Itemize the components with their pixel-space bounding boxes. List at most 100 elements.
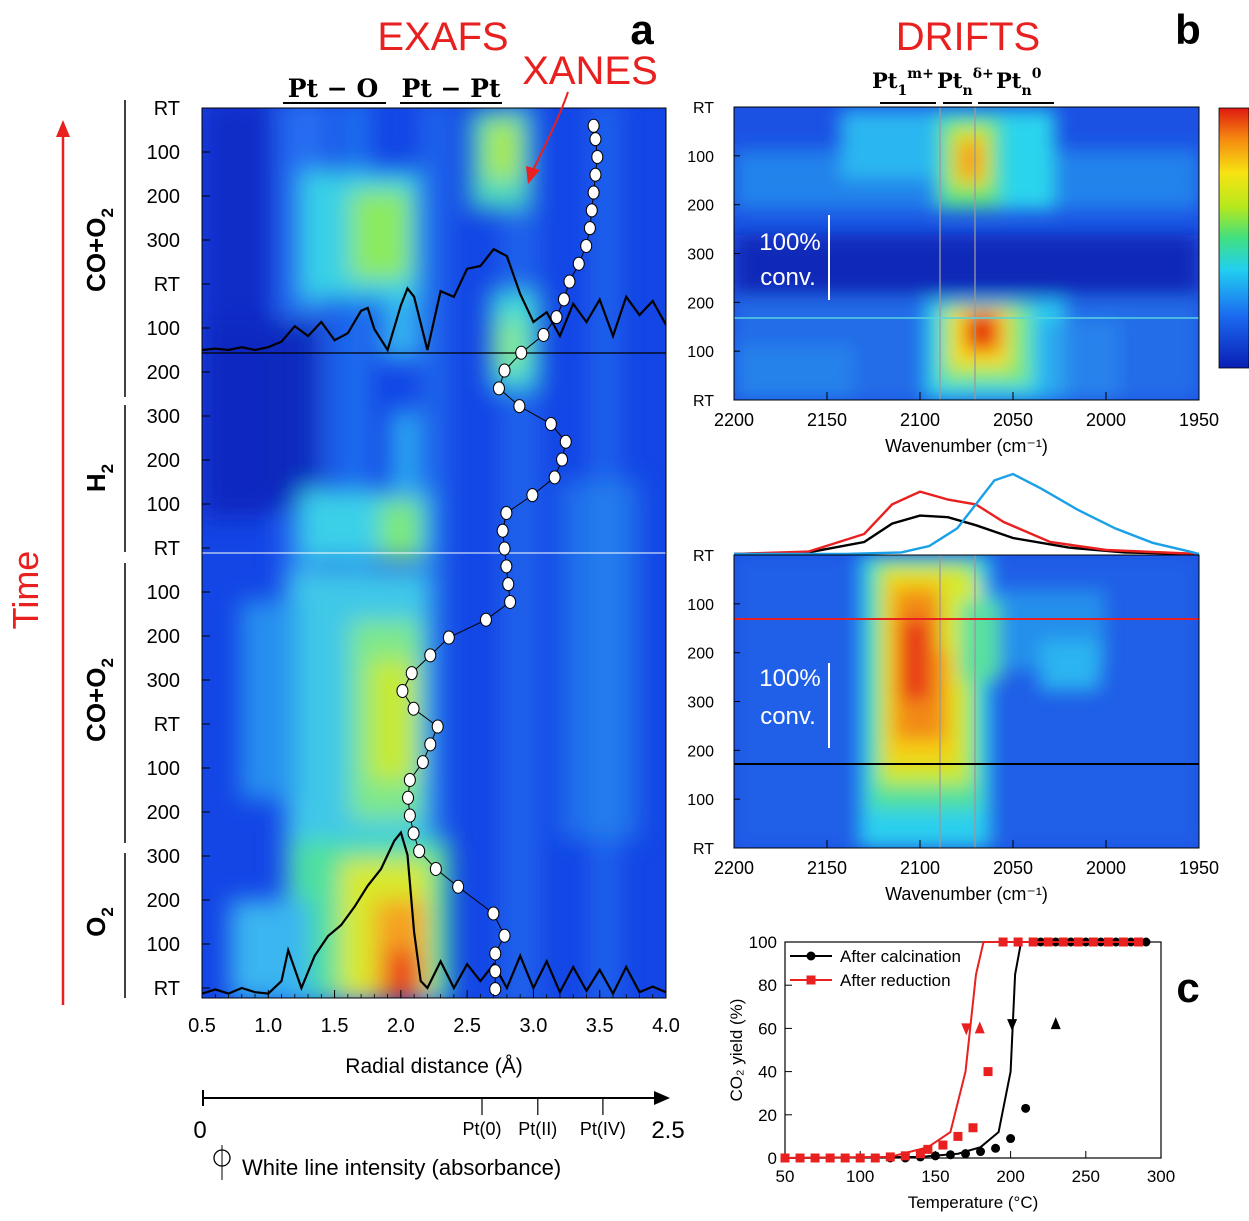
white-line-point: [583, 221, 596, 236]
time-tick-label: 300: [147, 670, 180, 692]
white-line-point: [403, 772, 416, 787]
heading-xanes: XANES: [522, 49, 658, 93]
stage-co-o2-top: CO+O2: [81, 208, 117, 292]
white-line-point: [537, 327, 550, 342]
white-line-point: [504, 594, 517, 609]
panel-b-top-heatmap: 100% conv.: [733, 106, 1200, 401]
time-tick-label: 200: [147, 890, 180, 912]
y-tick-label: 20: [758, 1106, 777, 1125]
series-point: [938, 1140, 948, 1150]
white-line-point: [402, 790, 415, 805]
xanes-mark-label: Pt(IV): [580, 1119, 626, 1139]
time-tick-label: 300: [687, 695, 714, 712]
white-line-point: [442, 630, 455, 645]
panel-b-spectra: [733, 472, 1200, 556]
series-point: [780, 1153, 790, 1163]
x-tick-label: 4.0: [652, 1015, 680, 1037]
stage-o2: O2: [81, 907, 117, 937]
b-top-annotation-1: 100%: [759, 229, 820, 256]
x-tick-label: 1.5: [321, 1015, 349, 1037]
series-point: [1021, 1103, 1031, 1113]
xanes-arrow: [526, 91, 569, 184]
white-line-point: [500, 505, 513, 520]
series-point: [900, 1151, 910, 1161]
time-tick-label: 200: [147, 450, 180, 472]
series-line: [784, 941, 1139, 1159]
series-point: [1043, 937, 1053, 947]
series-point: [885, 1152, 895, 1162]
time-tick-label: 300: [147, 230, 180, 252]
white-line-point: [544, 416, 557, 431]
time-tick-label: 300: [147, 406, 180, 428]
x-axis-label: Wavenumber (cm⁻¹): [885, 884, 1048, 904]
x-tick-label: 2050: [993, 858, 1033, 878]
x-tick-label: 100: [846, 1167, 874, 1186]
white-line-point: [431, 719, 444, 734]
time-tick-label: 300: [687, 247, 714, 264]
panel-b-top-axes: 2200 2150 2100 2050 2000 1950 Wavenumber (cm⁻¹…: [687, 100, 1219, 456]
white-line-point: [416, 755, 429, 770]
series-point: [998, 937, 1008, 947]
legend-label: After reduction: [840, 971, 951, 990]
x-tick-label: 1950: [1179, 410, 1219, 430]
x-tick-label: 2100: [900, 858, 940, 878]
xanes-scale-max: 2.5: [651, 1117, 684, 1144]
white-line-point: [424, 737, 437, 752]
time-tick-label: RT: [154, 274, 180, 296]
white-line-point: [587, 185, 600, 200]
x-tick-label: 2.5: [453, 1015, 481, 1037]
x-tick-label: 3.0: [520, 1015, 548, 1037]
panel-b-bottom-axes: 2200 2150 2100 2050 2000 1950 Wavenumber (cm⁻¹…: [687, 548, 1219, 904]
series-point: [1013, 937, 1023, 947]
direction-arrow: [974, 1021, 985, 1034]
white-line-point: [452, 879, 465, 894]
b-bottom-annotation-1: 100%: [759, 665, 820, 692]
white-line-point: [407, 826, 420, 841]
series-point: [840, 1153, 850, 1163]
series-point: [991, 1143, 1001, 1153]
series-point: [968, 1123, 978, 1133]
y-tick-label: 40: [758, 1063, 777, 1082]
series-point: [1088, 937, 1098, 947]
series-point: [976, 1147, 986, 1157]
time-label: Time: [5, 551, 46, 630]
time-tick-label: 100: [147, 582, 180, 604]
white-line-point: [429, 861, 442, 876]
white-line-point: [572, 256, 585, 271]
x-tick-label: 300: [1147, 1167, 1175, 1186]
series-point: [825, 1153, 835, 1163]
b-top-annotation-2: conv.: [760, 264, 816, 291]
white-line-point: [556, 452, 569, 467]
time-tick-label: 100: [687, 149, 714, 166]
x-tick-label: 0.5: [188, 1015, 216, 1037]
y-tick-label: 100: [749, 933, 777, 952]
white-line-point: [413, 844, 426, 859]
x-tick-label: 150: [921, 1167, 949, 1186]
species-ptn-delta: Ptnδ+: [937, 66, 994, 99]
x-axis-label: Wavenumber (cm⁻¹): [885, 436, 1048, 456]
white-line-point: [479, 612, 492, 627]
white-line-point: [407, 701, 420, 716]
series-point: [1006, 1134, 1016, 1144]
time-tick-label: 100: [147, 758, 180, 780]
time-tick-label: RT: [693, 393, 714, 410]
x-tick-label: 250: [1072, 1167, 1100, 1186]
white-line-point: [548, 470, 561, 485]
series-point: [1058, 937, 1068, 947]
white-line-point: [498, 928, 511, 943]
stage-co-o2-mid: CO+O2: [81, 658, 117, 742]
shell-label-pt-o: Pt − O: [288, 74, 378, 103]
time-tick-label: RT: [154, 98, 180, 120]
xanes-scale: 0 2.5 Pt(0) Pt(II) Pt(IV) White line inten…: [193, 1090, 685, 1180]
time-tick-label: 200: [687, 743, 714, 760]
colorbar: [1218, 107, 1249, 369]
white-line-point: [587, 118, 600, 133]
series-point: [915, 1149, 925, 1159]
heading-exafs: EXAFS: [377, 15, 508, 59]
xanes-scale-min: 0: [193, 1117, 206, 1144]
direction-arrow: [961, 1023, 972, 1036]
time-tick-label: 200: [687, 295, 714, 312]
time-tick-label: RT: [154, 978, 180, 1000]
heading-drifts: DRIFTS: [896, 15, 1040, 59]
